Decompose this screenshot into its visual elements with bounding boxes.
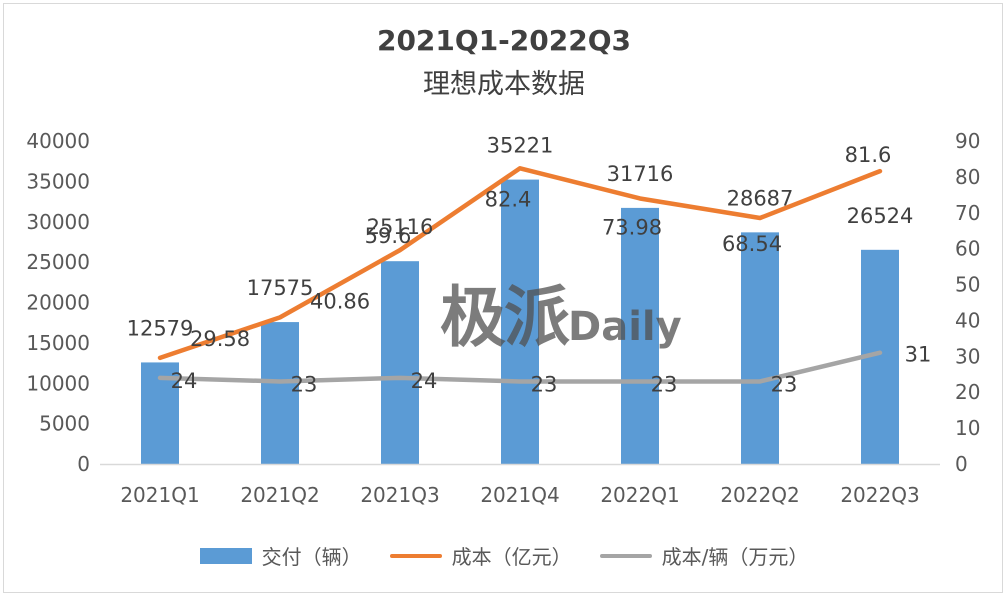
unit-cost-label: 23	[651, 372, 678, 396]
bar-label: 28687	[727, 186, 794, 210]
x-tick-2021Q1: 2021Q1	[120, 483, 199, 507]
y-left-tick: 10000	[26, 371, 90, 395]
y-right-tick: 40	[955, 308, 980, 332]
y-right-tick: 80	[955, 165, 980, 189]
bar-2021Q3	[381, 261, 419, 464]
y-right-tick: 20	[955, 380, 980, 404]
y-right-tick: 60	[955, 237, 980, 261]
bar-label: 35221	[487, 134, 554, 158]
unit-cost-label: 23	[531, 372, 558, 396]
watermark: 极派Daily	[440, 264, 682, 360]
legend-item-deliveries: 交付（辆）	[199, 541, 362, 570]
bar-2021Q2	[261, 322, 299, 464]
y-left-tick: 15000	[26, 331, 90, 355]
y-left-tick: 30000	[26, 210, 90, 234]
cost-label: 81.6	[845, 143, 892, 167]
chart-title: 2021Q1-2022Q3	[376, 24, 632, 57]
y-right-tick: 50	[955, 273, 980, 297]
legend-swatch-unit-cost	[599, 553, 652, 558]
legend-label-cost: 成本（亿元）	[451, 545, 572, 569]
cost-label: 68.54	[722, 232, 782, 256]
cost-label: 40.86	[310, 289, 370, 313]
unit-cost-line	[157, 350, 883, 384]
x-tick-2021Q3: 2021Q3	[360, 483, 439, 507]
y-right-tick: 0	[955, 452, 968, 476]
legend-item-unit-cost: 成本/辆（万元）	[599, 541, 809, 570]
y-right-tick: 30	[955, 344, 980, 368]
bar-label: 31716	[607, 162, 674, 186]
y-left-tick: 25000	[26, 250, 90, 274]
watermark-cn: 极派	[440, 279, 570, 356]
legend-item-cost: 成本（亿元）	[389, 541, 572, 570]
bar-label: 25116	[367, 215, 434, 239]
legend: 交付（辆） 成本（亿元） 成本/辆（万元）	[0, 541, 1008, 570]
chart-subtitle: 理想成本数据	[423, 69, 585, 100]
bar-label: 12579	[127, 316, 194, 340]
cost-line	[157, 166, 883, 361]
y-left-tick: 5000	[39, 412, 90, 436]
y-left-tick: 35000	[26, 169, 90, 193]
cost-label: 59.6	[365, 224, 412, 248]
cost-label: 29.58	[190, 327, 250, 351]
bar-2022Q1	[621, 207, 659, 464]
legend-swatch-cost	[389, 553, 442, 558]
bar-2021Q4	[501, 179, 539, 464]
bar-2022Q2	[741, 232, 779, 464]
legend-label-deliveries: 交付（辆）	[261, 545, 362, 569]
y-left-tick: 20000	[26, 291, 90, 315]
unit-cost-label: 24	[411, 369, 438, 393]
watermark-en: Daily	[568, 304, 682, 350]
x-tick-2021Q4: 2021Q4	[480, 483, 559, 507]
y-right-tick: 90	[955, 129, 980, 153]
x-tick-2021Q2: 2021Q2	[240, 483, 319, 507]
x-tick-2022Q3: 2022Q3	[840, 483, 919, 507]
unit-cost-label: 23	[291, 372, 318, 396]
unit-cost-label: 23	[771, 372, 798, 396]
unit-cost-label: 31	[905, 343, 932, 367]
cost-label: 73.98	[602, 215, 662, 239]
y-right-tick: 10	[955, 416, 980, 440]
y-left-tick: 40000	[26, 129, 90, 153]
bar-label: 17575	[247, 276, 314, 300]
cost-label: 82.4	[485, 187, 532, 211]
legend-swatch-deliveries	[199, 547, 252, 564]
y-right-tick: 70	[955, 201, 980, 225]
y-left-tick: 0	[77, 452, 90, 476]
x-tick-2022Q2: 2022Q2	[720, 483, 799, 507]
bar-label: 26524	[847, 204, 914, 228]
x-tick-2022Q1: 2022Q1	[600, 483, 679, 507]
unit-cost-label: 24	[171, 369, 198, 393]
legend-label-unit-cost: 成本/辆（万元）	[661, 545, 809, 569]
